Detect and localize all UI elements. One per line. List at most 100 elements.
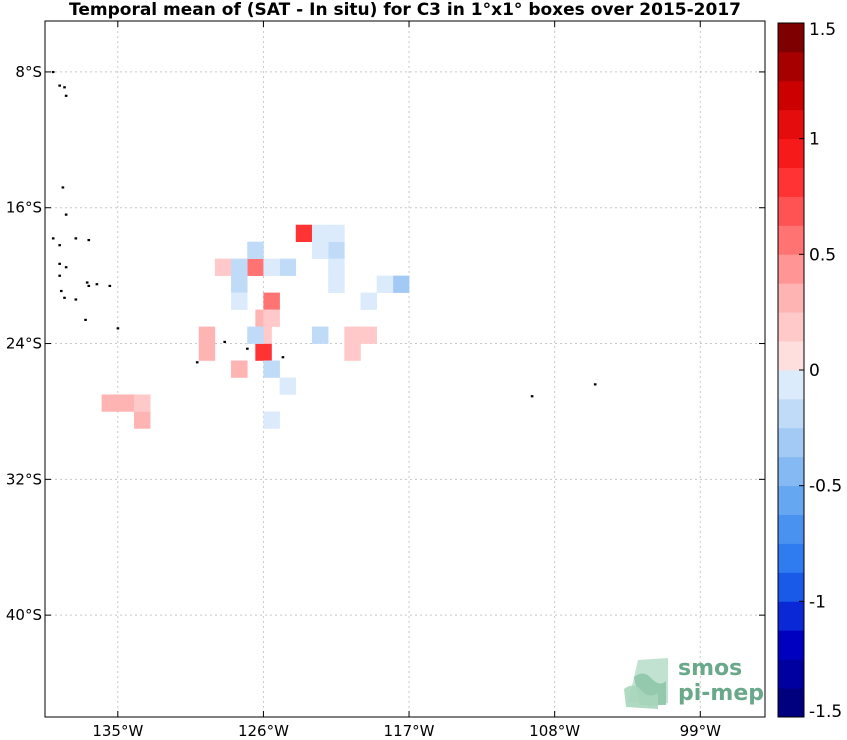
data-cell: [247, 241, 264, 259]
colorbar-tick-label: 1: [809, 130, 820, 150]
colorbar-segment: [778, 109, 804, 140]
data-cell: [360, 292, 377, 310]
colorbar-segment: [778, 167, 804, 197]
colorbar-tick-label: -0.5: [809, 477, 842, 497]
island: [63, 296, 66, 299]
data-cell: [263, 411, 280, 429]
data-cell: [263, 292, 280, 310]
lon-tick-label: 135°W: [92, 722, 143, 740]
data-cell: [255, 343, 272, 361]
island: [58, 244, 61, 247]
colorbar-segment: [778, 630, 804, 660]
lon-tick-label: 108°W: [529, 722, 580, 740]
island: [223, 340, 226, 344]
island: [64, 94, 68, 97]
colorbar-segment: [778, 485, 804, 515]
data-cell: [198, 326, 216, 344]
map-frame: [44, 20, 766, 718]
lat-tick-label: 24°S: [6, 335, 42, 353]
colorbar-segment: [778, 659, 804, 689]
logo-waves-icon-front: [624, 685, 658, 709]
map-title: Temporal mean of (SAT - In situ) for C3 …: [69, 0, 741, 20]
data-cell: [344, 343, 361, 361]
data-cell: [311, 241, 329, 259]
colorbar-segment: [778, 254, 804, 284]
island: [64, 266, 68, 269]
data-cell: [263, 309, 280, 327]
colorbar-tick-label: 0: [809, 361, 820, 381]
colorbar-tick-label: -1.5: [809, 702, 842, 722]
smos-pi-mep-logo: smos pi-mep: [624, 656, 764, 709]
colorbar-tick-label: -1: [809, 592, 826, 612]
lon-tick-label: 117°W: [384, 722, 435, 740]
colorbar-segment: [778, 543, 804, 573]
island: [87, 238, 91, 242]
colorbar-segment: [778, 225, 804, 255]
island: [108, 284, 112, 288]
colorbar-segment: [778, 196, 804, 226]
island: [63, 86, 66, 89]
data-cell: [133, 411, 151, 429]
island: [61, 186, 65, 189]
data-cell: [117, 394, 135, 412]
data-cell: [392, 275, 410, 293]
data-cell: [360, 326, 377, 344]
data-cell: [231, 258, 248, 276]
island: [593, 383, 597, 386]
colorbar-segment: [778, 138, 804, 168]
data-cell: [198, 343, 216, 361]
data-cell: [295, 224, 313, 242]
data-cell: [263, 360, 280, 378]
data-cell: [376, 275, 394, 293]
data-cell: [279, 377, 297, 395]
lat-tick-label: 32°S: [6, 470, 42, 488]
data-cell: [247, 326, 264, 344]
lon-tick-label: 99°W: [680, 722, 722, 740]
colorbar-segment: [778, 283, 804, 313]
map-plot: 135°W 126°W 117°W 108°W 99°W 8°S 16°S 24°S 32°S 4…: [6, 20, 766, 740]
lat-tick-label: 40°S: [6, 606, 42, 624]
data-cell: [328, 258, 345, 276]
data-cell: [263, 258, 280, 276]
data-cell: [101, 394, 119, 412]
logo-line1: smos: [678, 656, 742, 681]
data-cell: [328, 224, 345, 242]
island: [64, 213, 68, 216]
island: [87, 284, 91, 288]
data-cell: [247, 258, 264, 276]
lat-tick-label: 16°S: [6, 199, 42, 217]
data-cell: [133, 394, 151, 412]
lon-tick-label: 126°W: [238, 722, 289, 740]
gridlines: [45, 21, 765, 717]
colorbar-segment: [778, 51, 804, 82]
colorbar-segment: [778, 80, 804, 111]
colorbar-segment: [778, 688, 804, 718]
colorbar-scale: [777, 22, 805, 718]
data-cell: [214, 258, 232, 276]
data-cell: [279, 258, 297, 276]
colorbar-segment: [778, 312, 804, 342]
island: [59, 289, 63, 293]
colorbar-segment: [778, 456, 804, 487]
island: [85, 281, 89, 284]
data-cell: [231, 275, 248, 293]
island: [95, 283, 99, 286]
island: [58, 274, 61, 277]
colorbar-segment: [778, 427, 804, 458]
data-cell: [311, 224, 329, 242]
colorbar-segment: [778, 23, 804, 53]
map-background: [45, 21, 765, 717]
data-cells: [101, 224, 410, 429]
colorbar-segment: [778, 514, 804, 544]
island: [530, 395, 534, 398]
island: [195, 361, 199, 364]
logo-line2: pi-mep: [678, 681, 764, 706]
data-cell: [231, 292, 248, 310]
island: [51, 237, 55, 240]
data-cell: [311, 326, 329, 344]
colorbar-ticks: 1.5 1 0.5 0 -0.5 -1 -1.5: [799, 20, 842, 722]
island: [246, 347, 249, 350]
land-islands: [51, 70, 597, 398]
axis-ticks: 135°W 126°W 117°W 108°W 99°W 8°S 16°S 24°S 32°S 4…: [6, 21, 765, 740]
colorbar-segment: [778, 370, 804, 400]
